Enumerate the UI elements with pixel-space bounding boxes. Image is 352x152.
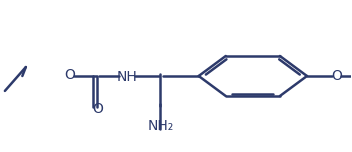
Text: O: O xyxy=(331,69,342,83)
Text: O: O xyxy=(92,102,103,116)
Text: NH₂: NH₂ xyxy=(147,119,174,133)
Text: NH: NH xyxy=(117,70,138,84)
Text: O: O xyxy=(64,67,75,81)
